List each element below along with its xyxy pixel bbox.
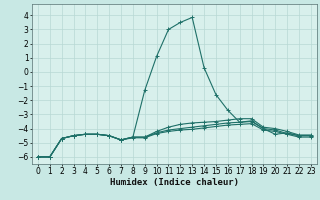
X-axis label: Humidex (Indice chaleur): Humidex (Indice chaleur)	[110, 178, 239, 187]
